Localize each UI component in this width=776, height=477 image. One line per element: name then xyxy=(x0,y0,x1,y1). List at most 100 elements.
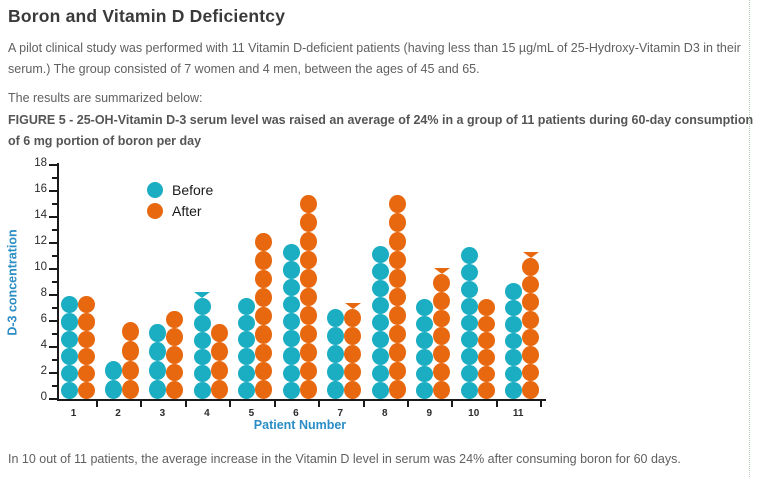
y-minor-tick xyxy=(52,359,57,361)
dot xyxy=(282,381,300,399)
dot xyxy=(460,331,478,349)
x-tick xyxy=(406,401,409,407)
dot xyxy=(77,347,95,365)
dot xyxy=(416,348,434,366)
dot xyxy=(299,269,317,288)
dot xyxy=(210,361,228,381)
dot xyxy=(522,258,540,276)
dot xyxy=(166,345,184,364)
x-tick xyxy=(140,401,143,407)
y-major-tick xyxy=(49,372,57,374)
partial-value-cap xyxy=(194,292,211,299)
dot xyxy=(460,246,478,264)
dot-stack-after-patient-2 xyxy=(121,322,139,399)
page-right-dotted-border xyxy=(749,0,750,477)
dot xyxy=(388,343,406,362)
dot xyxy=(121,322,139,342)
x-tick xyxy=(273,401,276,407)
dot xyxy=(282,364,300,382)
dot xyxy=(505,365,523,383)
y-tick-label: 10 xyxy=(34,261,47,273)
dot-stack-after-patient-7 xyxy=(344,302,362,399)
x-tick-label: 6 xyxy=(293,408,299,419)
dot xyxy=(371,245,389,263)
dot xyxy=(371,262,389,280)
y-minor-tick xyxy=(52,255,57,257)
dot xyxy=(416,315,434,333)
dot xyxy=(299,250,317,270)
dot xyxy=(238,331,256,349)
dot xyxy=(388,250,406,270)
dot xyxy=(60,364,78,382)
y-minor-tick xyxy=(52,333,57,335)
legend-label-before: Before xyxy=(172,181,214,198)
dot xyxy=(522,346,540,364)
x-tick xyxy=(184,401,187,407)
dot xyxy=(238,382,256,400)
dot xyxy=(433,381,451,400)
dot-stack-after-patient-11 xyxy=(522,252,540,399)
dot xyxy=(416,382,434,400)
dot xyxy=(193,348,211,366)
y-major-tick xyxy=(49,398,57,400)
dot xyxy=(388,287,406,307)
figure-caption: FIGURE 5 - 25-OH-Vitamin D-3 serum level… xyxy=(8,113,754,148)
dot xyxy=(433,327,451,346)
results-line: The results are summarized below: xyxy=(8,91,203,105)
legend-marker-before-icon xyxy=(147,181,163,198)
dot xyxy=(371,279,389,297)
x-tick-label: 8 xyxy=(382,408,388,419)
dot-stack-before-patient-8 xyxy=(371,245,389,400)
dot xyxy=(522,328,540,347)
y-axis-line xyxy=(57,163,59,401)
x-tick-label: 1 xyxy=(70,408,77,419)
dot-stack-before-patient-7 xyxy=(327,309,345,399)
dot xyxy=(327,327,345,346)
dot xyxy=(238,365,256,383)
dot xyxy=(327,309,345,328)
y-major-tick xyxy=(49,268,57,270)
dot xyxy=(460,263,478,281)
dot-stack-before-patient-6 xyxy=(282,244,300,399)
dot xyxy=(193,331,211,349)
dot xyxy=(477,365,495,383)
x-tick-label: 9 xyxy=(426,408,433,419)
y-tick-label: 6 xyxy=(40,313,47,325)
dot xyxy=(282,244,300,262)
dot xyxy=(416,298,434,316)
dot xyxy=(255,306,273,326)
dot xyxy=(166,381,184,399)
x-axis-title: Patient Number xyxy=(253,418,347,432)
y-major-tick xyxy=(49,242,57,244)
dot-stack-before-patient-4 xyxy=(193,292,211,399)
dot xyxy=(299,380,317,399)
dot xyxy=(371,330,389,348)
dot-stack-after-patient-8 xyxy=(388,194,406,399)
dot-stack-before-patient-5 xyxy=(238,297,256,400)
dot-stack-after-patient-10 xyxy=(477,298,495,400)
dot xyxy=(255,269,273,289)
dot xyxy=(166,363,184,382)
dot-stack-before-patient-9 xyxy=(416,298,434,400)
dot-stack-after-patient-9 xyxy=(433,267,451,400)
dot-stack-after-patient-4 xyxy=(210,323,228,399)
y-minor-tick xyxy=(52,229,57,231)
dot xyxy=(433,363,451,382)
legend-marker-after-icon xyxy=(147,202,163,219)
partial-value-cap xyxy=(522,252,539,259)
dot xyxy=(460,314,478,332)
x-tick xyxy=(229,401,232,407)
dot xyxy=(371,313,389,331)
dot xyxy=(193,365,211,383)
dot xyxy=(522,381,540,399)
dot xyxy=(255,361,273,381)
y-major-tick xyxy=(49,164,57,166)
dot xyxy=(255,325,273,344)
dot xyxy=(238,348,256,366)
dot-stack-after-patient-1 xyxy=(77,296,95,399)
y-major-tick xyxy=(49,294,57,296)
dot xyxy=(166,328,184,346)
dot xyxy=(327,363,345,382)
y-tick-label: 4 xyxy=(40,339,47,351)
dot xyxy=(327,345,345,364)
